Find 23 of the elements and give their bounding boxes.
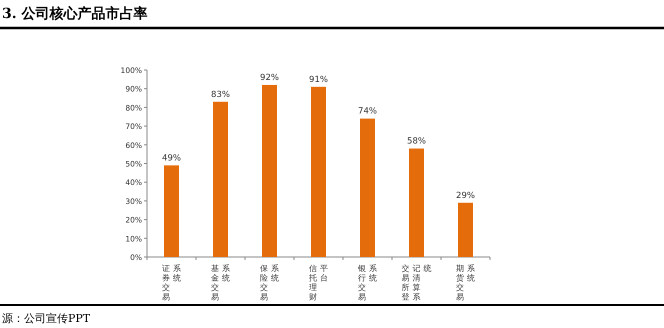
bar (213, 102, 228, 257)
data-label: 91% (309, 74, 328, 85)
bar (164, 165, 179, 257)
category-label: 保险交易系统 (260, 264, 279, 302)
category-label: 交易所登记清算系统 (402, 264, 432, 302)
data-label: 92% (260, 72, 279, 83)
data-label: 83% (211, 90, 230, 100)
bar (409, 148, 424, 257)
data-label: 74% (358, 106, 377, 117)
data-label: 58% (407, 136, 426, 147)
bar (262, 84, 277, 257)
text: 源：公司宣传PPT (2, 312, 91, 325)
category-label: 证券交易系统 (162, 264, 181, 302)
data-label: 29% (456, 190, 475, 201)
bar (458, 202, 473, 257)
category-label: 银行交易系统 (358, 264, 377, 302)
bar (360, 118, 375, 257)
chart-title: 3. 公司核心产品市占率 (2, 5, 148, 22)
data-label: 49% (162, 153, 181, 164)
category-label: 期货交易系统 (456, 264, 475, 302)
bar (311, 86, 326, 257)
category-label: 基金交易系统 (211, 264, 230, 302)
category-label: 信托理财平台 (309, 264, 328, 302)
